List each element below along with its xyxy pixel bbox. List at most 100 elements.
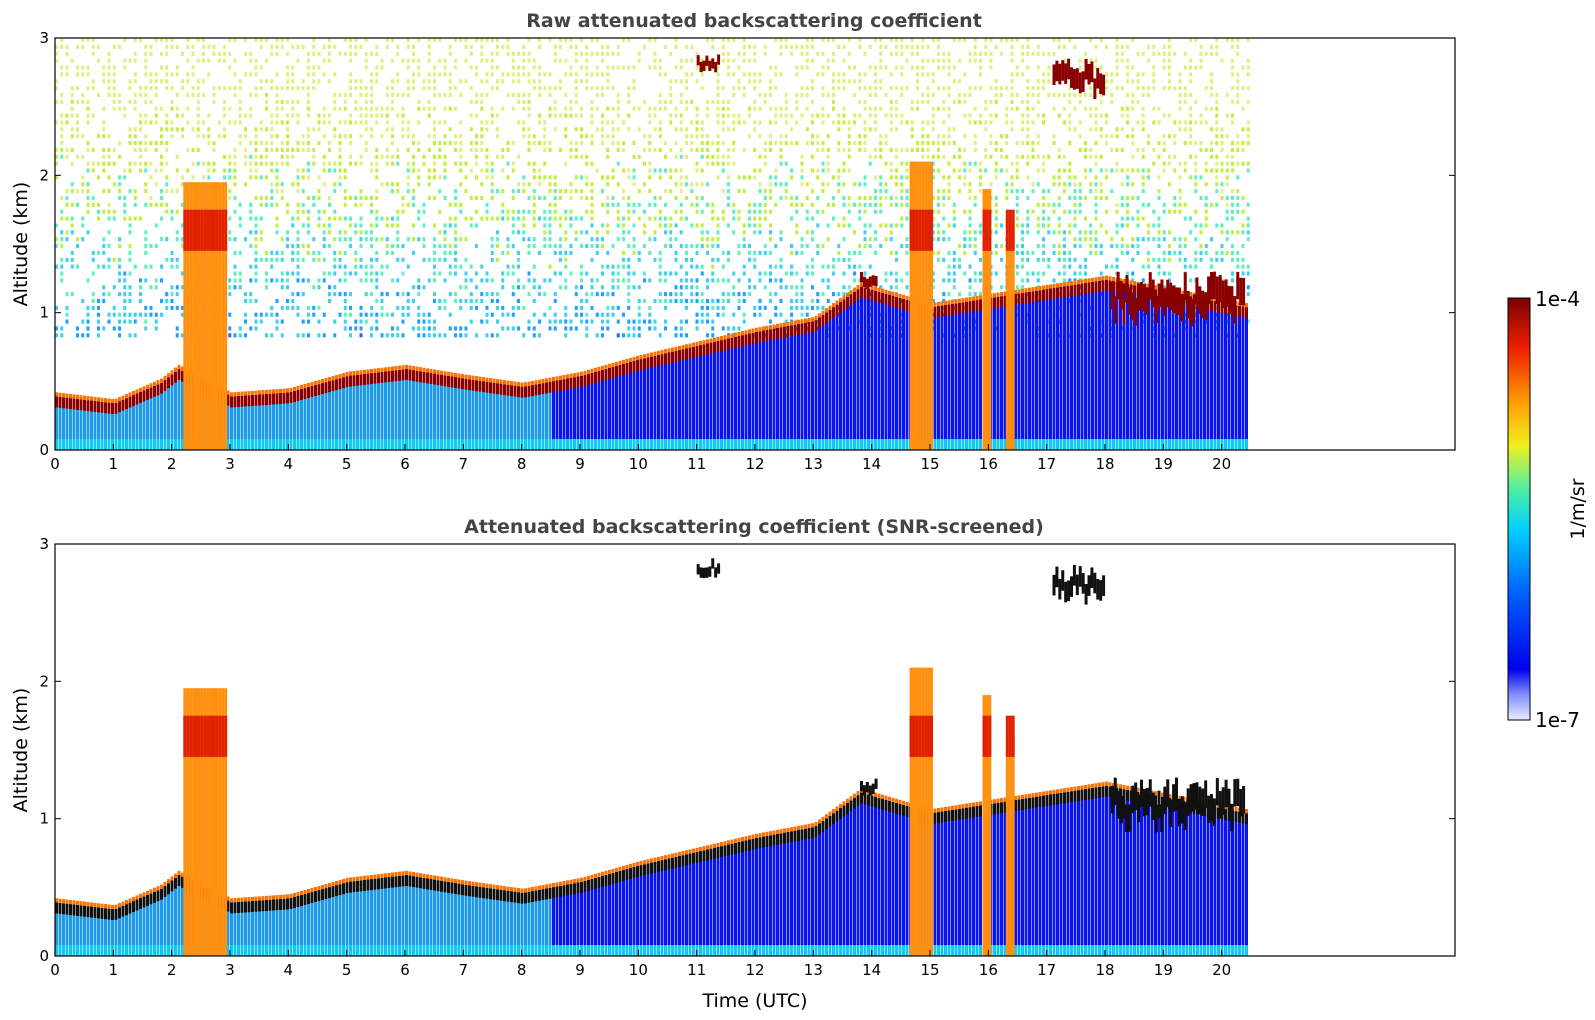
noise-cell [501,106,505,111]
noise-cell [1162,141,1166,146]
noise-cell [895,127,898,132]
noise-cell [784,161,788,166]
noise-cell [543,195,547,201]
noise-cell [359,312,363,317]
noise-cell [1015,271,1019,276]
noise-cell [1183,65,1187,70]
noise-cell [721,292,725,297]
noise-cell [905,244,909,249]
noise-cell [128,257,132,262]
noise-cell [1199,113,1203,118]
noise-cell [501,147,505,152]
noise-cell [1078,271,1082,276]
noise-cell [1063,58,1066,63]
noise-cell [1026,113,1030,118]
noise-cell [139,38,142,43]
noise-cell [259,195,263,201]
noise-cell [559,147,562,152]
noise-cell [459,168,463,173]
noise-cell [254,237,258,242]
noise-cell [816,141,820,146]
noise-cell [506,161,510,166]
noise-cell [1120,168,1124,173]
noise-cell [228,175,232,180]
noise-cell [1094,65,1098,70]
noise-cell [86,195,90,201]
noise-cell [1168,79,1171,84]
noise-cell [958,147,961,152]
noise-cell [265,202,268,207]
noise-cell [931,141,935,146]
noise-cell [1147,230,1150,235]
noise-cell [821,264,825,269]
noise-cell [333,44,337,49]
noise-cell [118,175,121,180]
noise-cell [1063,271,1066,276]
noise-cell [931,216,935,221]
noise-cell [265,106,268,111]
noise-cell [674,182,678,187]
noise-cell [601,134,604,139]
noise-cell [695,120,699,125]
noise-cell [1021,230,1024,235]
noise-cell [868,312,872,317]
noise-cell [375,113,379,118]
noise-cell [727,278,730,283]
noise-cell [170,127,174,132]
noise-cell [805,312,809,317]
noise-cell [202,38,205,43]
noise-cell [1110,244,1114,249]
noise-cell [55,223,58,228]
noise-cell [590,202,594,207]
noise-cell [490,195,494,201]
noise-cell [417,168,421,173]
noise-cell [517,65,520,70]
noise-cell [422,86,426,91]
noise-cell [102,106,106,111]
noise-cell [133,106,137,111]
noise-cell [212,86,216,91]
noise-cell [1126,271,1129,276]
noise-cell [301,44,305,49]
noise-cell [769,195,772,201]
noise-cell [952,141,956,146]
noise-cell [496,134,499,139]
noise-cell [1042,161,1045,166]
noise-cell [585,298,589,304]
noise-cell [706,278,709,283]
noise-cell [217,86,221,91]
noise-cell [1215,189,1219,194]
noise-cell [427,175,431,180]
noise-cell [1031,182,1035,187]
noise-cell [679,189,683,194]
noise-cell [716,237,720,242]
noise-cell [364,237,368,242]
noise-cell [695,278,699,283]
noise-cell [107,209,111,214]
noise-cell [1057,285,1061,290]
noise-cell [842,285,846,290]
noise-cell [979,72,982,77]
noise-cell [70,223,74,228]
noise-cell [485,72,489,77]
noise-cell [863,72,867,77]
noise-cell [921,141,925,146]
noise-cell [55,264,58,269]
noise-cell [406,44,410,49]
noise-cell [847,154,851,159]
noise-cell [769,271,772,276]
noise-cell [769,182,772,187]
noise-cell [490,312,494,317]
noise-cell [81,92,85,98]
noise-cell [632,79,636,84]
noise-cell [559,58,562,63]
noise-cell [175,285,179,290]
noise-cell [994,168,998,173]
noise-cell [1057,195,1061,201]
noise-cell [895,86,898,91]
noise-cell [286,161,289,166]
noise-cell [1220,250,1224,255]
noise-cell [259,230,263,235]
noise-cell [889,38,893,43]
noise-cell [475,154,478,159]
